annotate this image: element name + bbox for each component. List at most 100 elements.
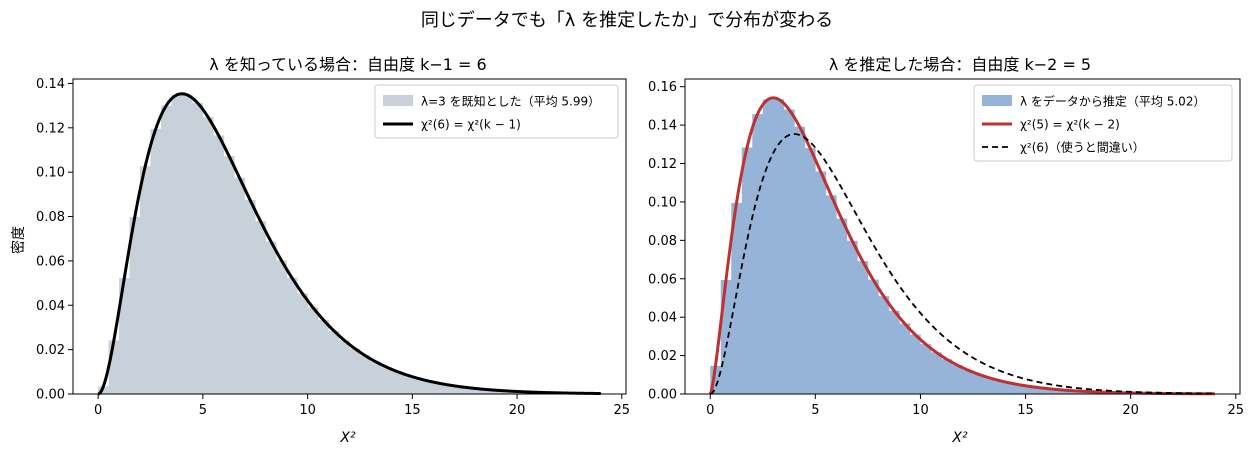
- y-tick-label: 0.02: [648, 349, 677, 364]
- y-tick-label: 0.10: [648, 195, 677, 210]
- histogram-bar: [297, 293, 308, 394]
- y-tick-label: 0.06: [36, 254, 65, 269]
- right-panel: λ を推定した場合：自由度 k−2 = 5 X² 0 5 10 15 20 25 0.00 0…: [648, 55, 1244, 446]
- y-tick-label: 0.04: [648, 311, 677, 326]
- legend-label: χ²(6)（使うと間違い）: [1020, 140, 1145, 155]
- histogram-bar: [360, 356, 371, 394]
- histogram-bar: [224, 156, 235, 394]
- histogram-bar: [308, 307, 319, 394]
- legend: λ=3 を既知とした（平均 5.99） χ²(6) = χ²(k − 1): [375, 85, 618, 138]
- y-tick-label: 0.12: [36, 121, 65, 136]
- histogram-bar: [721, 280, 732, 394]
- histogram-bar: [952, 365, 963, 394]
- histogram-bar: [318, 320, 329, 394]
- histogram-bar: [182, 95, 193, 394]
- histogram-bar: [370, 362, 381, 394]
- x-tick-label: 0: [706, 403, 714, 418]
- histogram-bar: [878, 296, 889, 394]
- histogram-bar: [784, 110, 795, 394]
- legend-label: λ をデータから推定（平均 5.02）: [1020, 94, 1205, 109]
- y-tick-label: 0.00: [36, 388, 65, 403]
- histogram-bar: [931, 352, 942, 394]
- histogram-bar: [857, 261, 868, 394]
- histogram-bar: [805, 148, 816, 394]
- histogram-bar: [329, 331, 340, 394]
- x-tick-label: 5: [811, 403, 819, 418]
- y-tick-label: 0.16: [648, 80, 677, 95]
- histogram-bar: [826, 195, 837, 394]
- legend-swatch: [982, 95, 1012, 106]
- right-x-axis-label: X²: [951, 430, 968, 446]
- left-plot-area: 0 5 10 15 20 25 0.00 0.02 0.04 0.06 0.08 0.10 0.12 0.…: [36, 77, 630, 418]
- legend-label: χ²(5) = χ²(k − 2): [1020, 118, 1120, 132]
- x-tick-label: 0: [94, 403, 102, 418]
- histogram-bar: [234, 178, 245, 394]
- left-panel-title: λ を知っている場合：自由度 k−1 = 6: [209, 55, 486, 74]
- histogram-bar: [245, 200, 256, 394]
- x-tick-label: 10: [912, 403, 929, 418]
- x-tick-label: 15: [404, 403, 421, 418]
- y-tick-label: 0.08: [36, 210, 65, 225]
- histogram-bar: [973, 374, 984, 394]
- histogram-bar: [847, 241, 858, 394]
- legend-swatch: [383, 95, 413, 106]
- y-tick-label: 0.00: [648, 388, 677, 403]
- histogram-bar: [889, 311, 900, 394]
- histogram-bar: [171, 95, 182, 394]
- histogram-bar: [339, 340, 350, 394]
- figure-suptitle: 同じデータでも「λ を推定したか」で分布が変わる: [421, 10, 833, 31]
- x-tick-label: 25: [1228, 403, 1245, 418]
- y-tick-label: 0.14: [648, 119, 677, 134]
- x-tick-label: 15: [1017, 403, 1034, 418]
- histogram-bar: [255, 221, 266, 394]
- x-tick-label: 10: [299, 403, 316, 418]
- histogram-bar: [203, 117, 214, 394]
- histogram-bar: [287, 278, 298, 394]
- histogram-bar: [192, 103, 203, 394]
- histogram-bar: [391, 371, 402, 394]
- histogram-bar: [266, 241, 277, 394]
- histogram-bar: [899, 324, 910, 394]
- histogram-bar: [161, 106, 172, 394]
- y-tick-label: 0.14: [36, 77, 65, 92]
- legend: λ をデータから推定（平均 5.02） χ²(5) = χ²(k − 2) χ²(6…: [974, 85, 1232, 161]
- histogram-bar: [763, 99, 774, 394]
- y-tick-label: 0.06: [648, 272, 677, 287]
- histogram-bar: [742, 148, 753, 394]
- left-y-axis-label: 密度: [10, 226, 27, 254]
- histogram-bar: [276, 260, 287, 394]
- histogram-bar: [140, 166, 151, 394]
- histogram-bar: [402, 375, 413, 394]
- x-tick-label: 20: [509, 403, 526, 418]
- histogram-bars: [98, 95, 601, 394]
- y-tick-label: 0.10: [36, 166, 65, 181]
- left-x-axis-label: X²: [339, 430, 356, 446]
- histogram-bar: [963, 370, 974, 394]
- histogram-bar: [868, 280, 879, 394]
- histogram-bar: [910, 335, 921, 394]
- x-tick-label: 25: [614, 403, 631, 418]
- y-tick-label: 0.08: [648, 234, 677, 249]
- x-tick-label: 20: [1122, 403, 1139, 418]
- legend-label: χ²(6) = χ²(k − 1): [421, 118, 521, 132]
- histogram-bar: [752, 114, 763, 394]
- histogram-bar: [941, 359, 952, 394]
- y-tick-label: 0.02: [36, 343, 65, 358]
- histogram-bar: [213, 135, 224, 394]
- histogram-bar: [920, 344, 931, 394]
- y-tick-label: 0.04: [36, 299, 65, 314]
- histogram-bar: [794, 127, 805, 394]
- histogram-bar: [350, 348, 361, 394]
- x-tick-label: 5: [199, 403, 207, 418]
- legend-label: λ=3 を既知とした（平均 5.99）: [421, 95, 600, 109]
- right-panel-title: λ を推定した場合：自由度 k−2 = 5: [829, 55, 1091, 74]
- histogram-bar: [381, 367, 392, 394]
- histogram-bar: [836, 219, 847, 394]
- histogram-bar: [151, 129, 162, 394]
- histogram-bar: [815, 171, 826, 394]
- histogram-bar: [109, 340, 120, 394]
